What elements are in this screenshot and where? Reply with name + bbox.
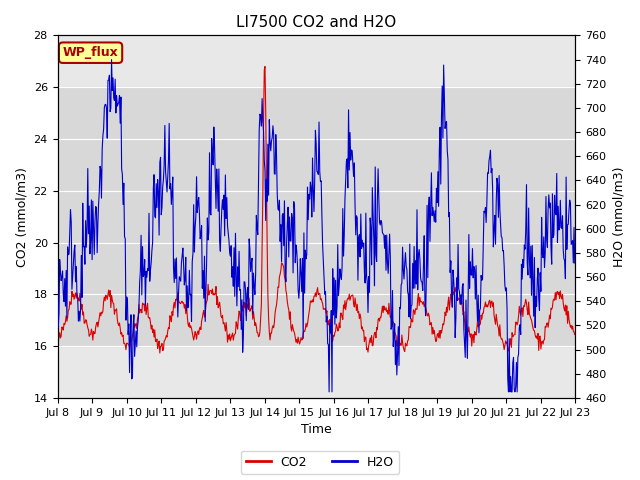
Text: WP_flux: WP_flux [63,46,118,59]
Legend: CO2, H2O: CO2, H2O [241,451,399,474]
Y-axis label: CO2 (mmol/m3): CO2 (mmol/m3) [15,167,28,266]
Title: LI7500 CO2 and H2O: LI7500 CO2 and H2O [236,15,397,30]
Bar [58,87,575,346]
Y-axis label: H2O (mmol/m3): H2O (mmol/m3) [612,167,625,267]
X-axis label: Time: Time [301,423,332,436]
